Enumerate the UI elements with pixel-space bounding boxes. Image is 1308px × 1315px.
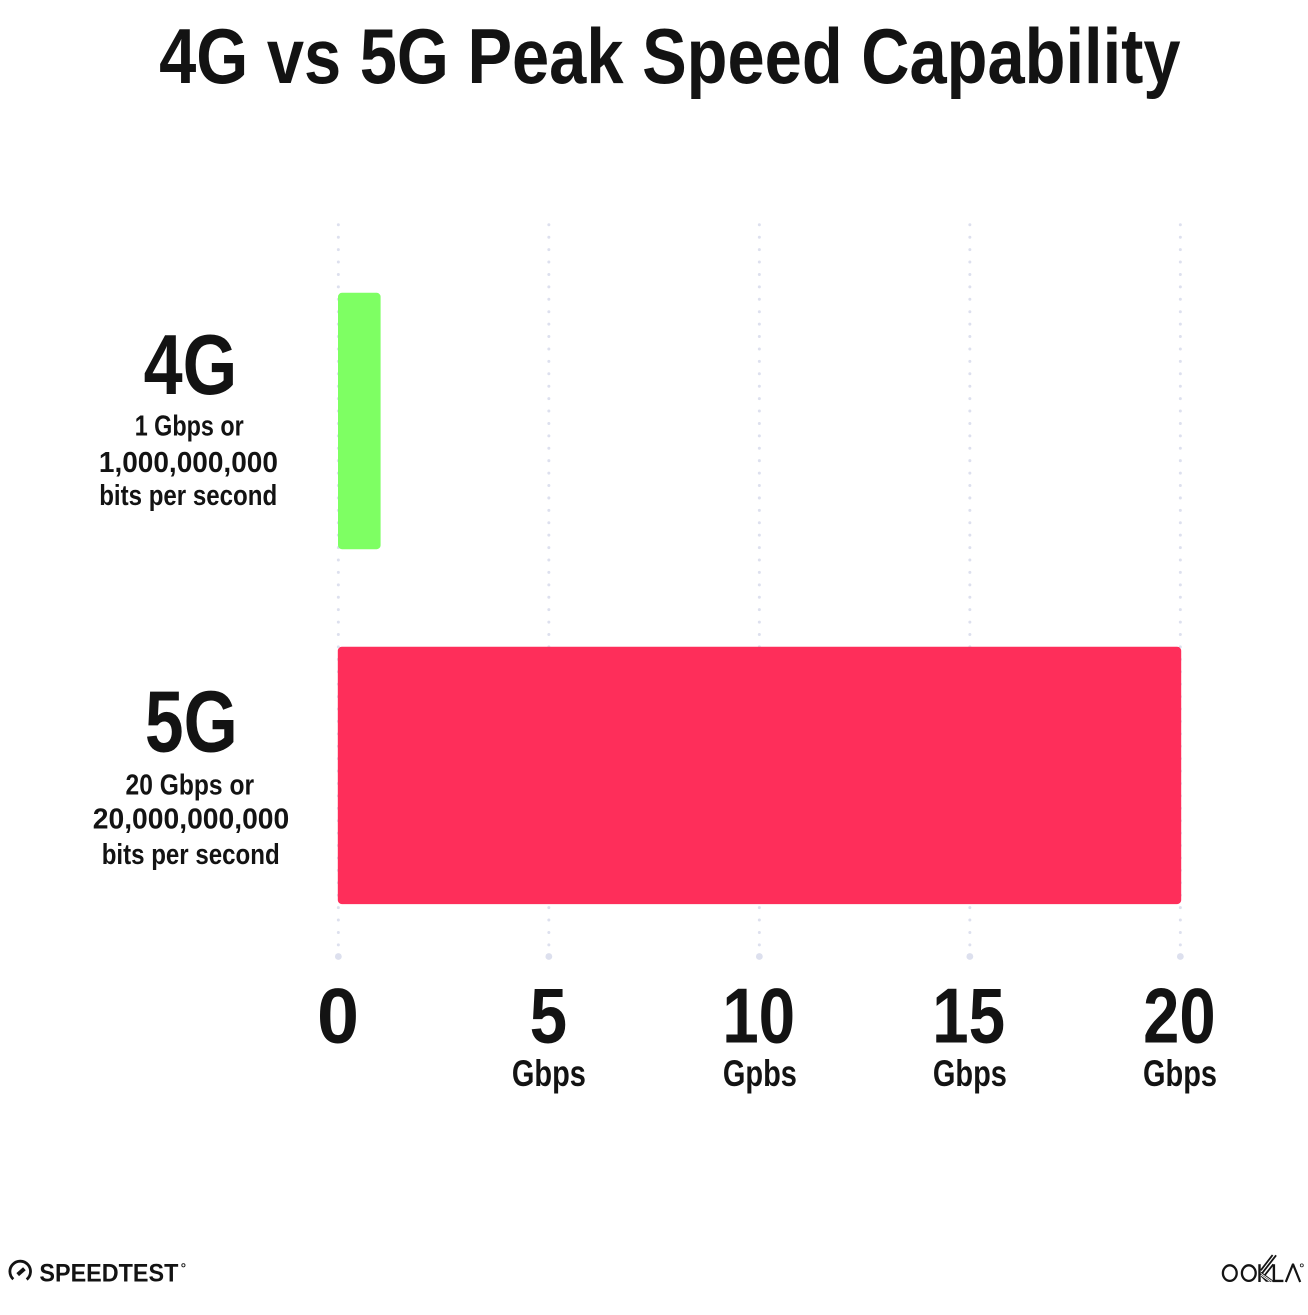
svg-text:0: 0 <box>317 971 359 1059</box>
svg-text:5: 5 <box>530 971 568 1059</box>
svg-text:Gpbs: Gpbs <box>723 1053 797 1094</box>
svg-text:20,000,000,000: 20,000,000,000 <box>93 804 290 836</box>
svg-text:Gbps: Gbps <box>1143 1053 1217 1094</box>
svg-text:4G vs 5G Peak Speed Capability: 4G vs 5G Peak Speed Capability <box>159 14 1181 100</box>
svg-text:SPEEDTEST: SPEEDTEST <box>39 1260 178 1288</box>
svg-text:5G: 5G <box>145 674 238 771</box>
svg-text:Gbps: Gbps <box>933 1053 1007 1094</box>
svg-text:Gbps: Gbps <box>512 1053 586 1094</box>
svg-text:1,000,000,000: 1,000,000,000 <box>99 447 278 479</box>
svg-text:bits per second: bits per second <box>102 839 280 871</box>
svg-text:20 Gbps or: 20 Gbps or <box>126 770 255 802</box>
svg-text:15: 15 <box>932 971 1005 1059</box>
svg-text:20: 20 <box>1143 971 1216 1059</box>
svg-text:bits per second: bits per second <box>99 480 277 512</box>
svg-text:10: 10 <box>722 971 795 1059</box>
svg-text:1 Gbps or: 1 Gbps or <box>135 411 244 443</box>
svg-text:4G: 4G <box>144 318 238 413</box>
